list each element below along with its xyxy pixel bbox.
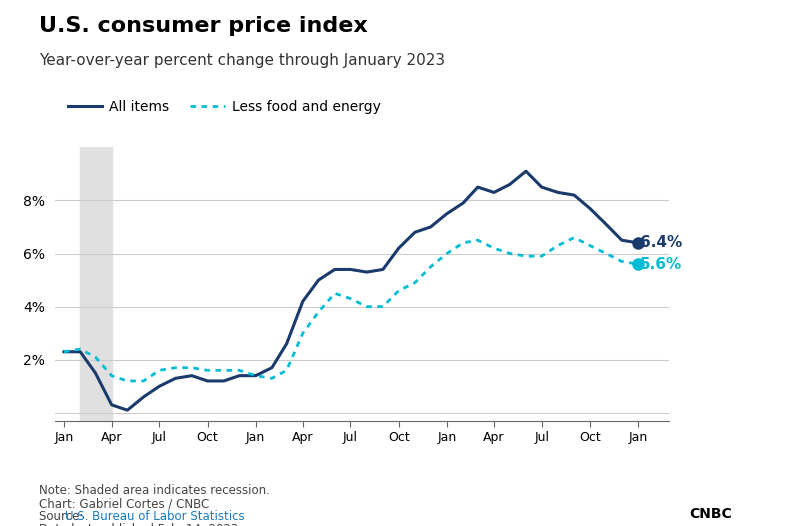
- Text: U.S. Bureau of Labor Statistics: U.S. Bureau of Labor Statistics: [65, 510, 245, 523]
- Text: Chart: Gabriel Cortes / CNBC: Chart: Gabriel Cortes / CNBC: [39, 497, 209, 510]
- Text: Source:: Source:: [39, 510, 87, 523]
- Text: Year-over-year percent change through January 2023: Year-over-year percent change through Ja…: [39, 53, 445, 68]
- Legend: All items, Less food and energy: All items, Less food and energy: [62, 94, 386, 119]
- Text: U.S. consumer price index: U.S. consumer price index: [39, 16, 368, 36]
- Bar: [80, 147, 112, 421]
- Text: 6.4%: 6.4%: [640, 235, 682, 250]
- Text: CNBC: CNBC: [689, 507, 732, 521]
- Text: Data last published Feb. 14, 2023: Data last published Feb. 14, 2023: [39, 523, 238, 526]
- Text: Note: Shaded area indicates recession.: Note: Shaded area indicates recession.: [39, 484, 270, 497]
- Text: 5.6%: 5.6%: [640, 257, 682, 271]
